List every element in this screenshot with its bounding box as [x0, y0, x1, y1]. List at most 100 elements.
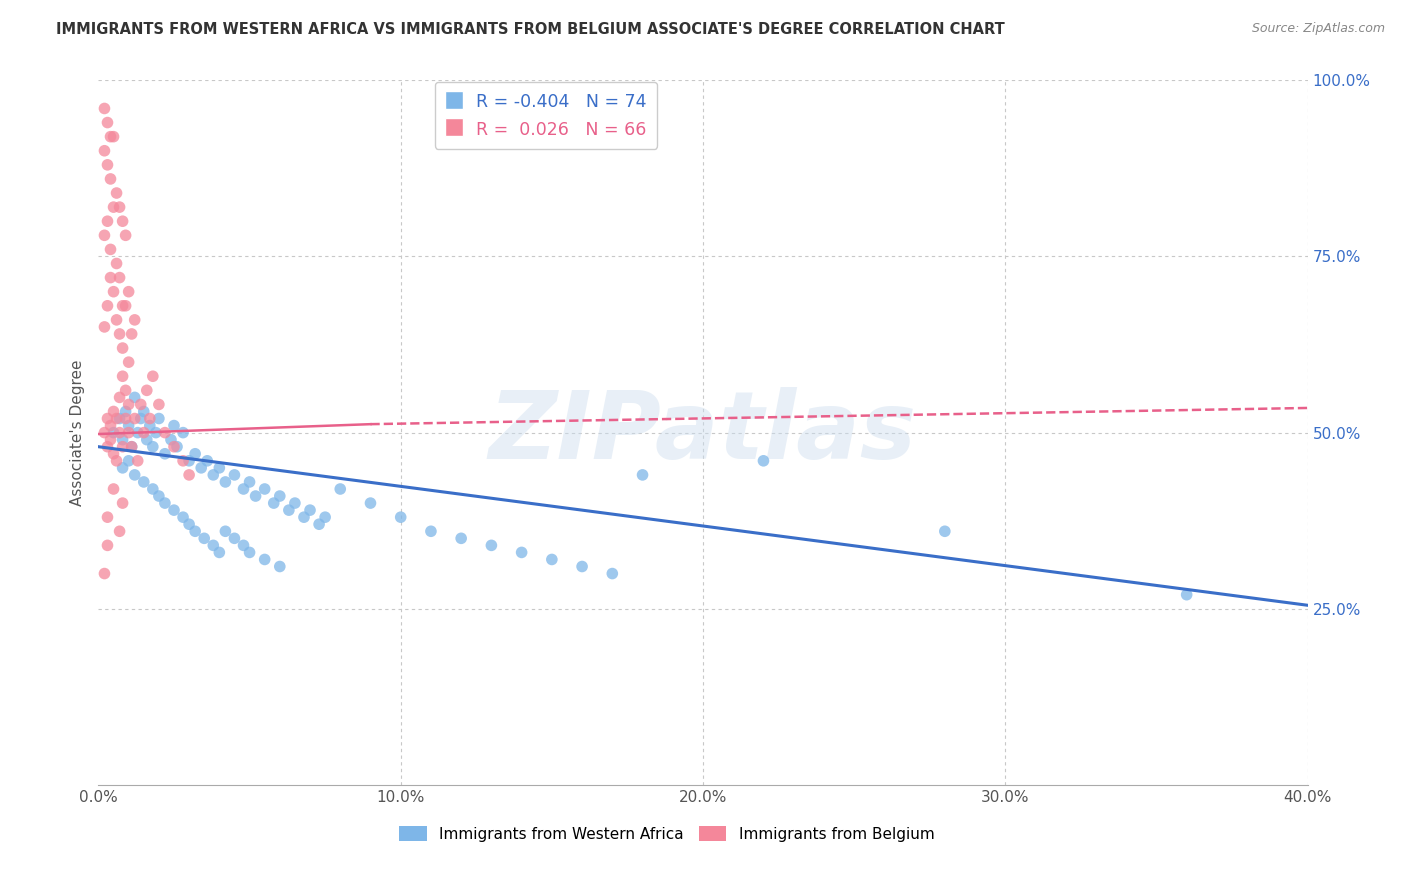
- Point: [103, 285, 125, 299]
- Point: [118, 418, 141, 433]
- Point: [232, 482, 254, 496]
- Point: [127, 425, 149, 440]
- Point: [108, 425, 131, 440]
- Point: [100, 433, 122, 447]
- Point: [239, 545, 262, 559]
- Point: [127, 454, 149, 468]
- Point: [389, 510, 412, 524]
- Point: [153, 447, 176, 461]
- Point: [752, 454, 775, 468]
- Point: [118, 425, 141, 440]
- Point: [510, 545, 533, 559]
- Point: [160, 433, 183, 447]
- Point: [103, 404, 125, 418]
- Point: [360, 496, 382, 510]
- Point: [111, 369, 134, 384]
- Point: [172, 510, 194, 524]
- Point: [148, 411, 170, 425]
- Point: [153, 425, 176, 440]
- Point: [202, 538, 225, 552]
- Point: [108, 270, 131, 285]
- Point: [108, 411, 131, 425]
- Point: [631, 467, 654, 482]
- Point: [93, 425, 115, 440]
- Point: [121, 440, 143, 454]
- Point: [100, 243, 122, 257]
- Point: [121, 440, 143, 454]
- Point: [118, 397, 141, 411]
- Point: [263, 496, 285, 510]
- Point: [142, 482, 165, 496]
- Point: [269, 559, 291, 574]
- Point: [163, 503, 186, 517]
- Point: [602, 566, 624, 581]
- Point: [108, 326, 131, 341]
- Point: [108, 200, 131, 214]
- Point: [253, 552, 276, 566]
- Point: [105, 411, 128, 425]
- Point: [124, 411, 146, 425]
- Point: [103, 482, 125, 496]
- Text: ZIPatlas: ZIPatlas: [489, 386, 917, 479]
- Point: [105, 186, 128, 200]
- Point: [153, 496, 176, 510]
- Point: [105, 256, 128, 270]
- Point: [163, 418, 186, 433]
- Point: [96, 440, 118, 454]
- Point: [96, 214, 118, 228]
- Point: [118, 454, 141, 468]
- Point: [142, 440, 165, 454]
- Point: [190, 460, 212, 475]
- Point: [163, 440, 186, 454]
- Point: [450, 532, 472, 546]
- Point: [1175, 588, 1198, 602]
- Point: [105, 454, 128, 468]
- Point: [184, 524, 207, 539]
- Point: [208, 545, 231, 559]
- Point: [224, 532, 246, 546]
- Point: [239, 475, 262, 489]
- Point: [148, 489, 170, 503]
- Point: [111, 341, 134, 355]
- Point: [100, 418, 122, 433]
- Point: [96, 411, 118, 425]
- Point: [108, 391, 131, 405]
- Point: [114, 228, 136, 243]
- Point: [100, 270, 122, 285]
- Point: [245, 489, 267, 503]
- Point: [314, 510, 336, 524]
- Point: [132, 425, 155, 440]
- Point: [111, 299, 134, 313]
- Point: [179, 517, 201, 532]
- Point: [129, 411, 152, 425]
- Point: [93, 144, 115, 158]
- Point: [96, 115, 118, 129]
- Point: [308, 517, 330, 532]
- Point: [540, 552, 562, 566]
- Point: [481, 538, 503, 552]
- Point: [93, 102, 115, 116]
- Point: [172, 425, 194, 440]
- Y-axis label: Associate's Degree: Associate's Degree: [70, 359, 86, 506]
- Point: [118, 355, 141, 369]
- Point: [111, 496, 134, 510]
- Point: [114, 384, 136, 398]
- Point: [124, 467, 146, 482]
- Point: [96, 158, 118, 172]
- Point: [329, 482, 352, 496]
- Point: [142, 369, 165, 384]
- Point: [179, 454, 201, 468]
- Point: [103, 425, 125, 440]
- Point: [571, 559, 593, 574]
- Point: [299, 503, 322, 517]
- Point: [124, 391, 146, 405]
- Point: [253, 482, 276, 496]
- Point: [105, 313, 128, 327]
- Point: [934, 524, 956, 539]
- Point: [96, 510, 118, 524]
- Point: [96, 299, 118, 313]
- Point: [103, 447, 125, 461]
- Point: [269, 489, 291, 503]
- Point: [124, 313, 146, 327]
- Point: [139, 411, 162, 425]
